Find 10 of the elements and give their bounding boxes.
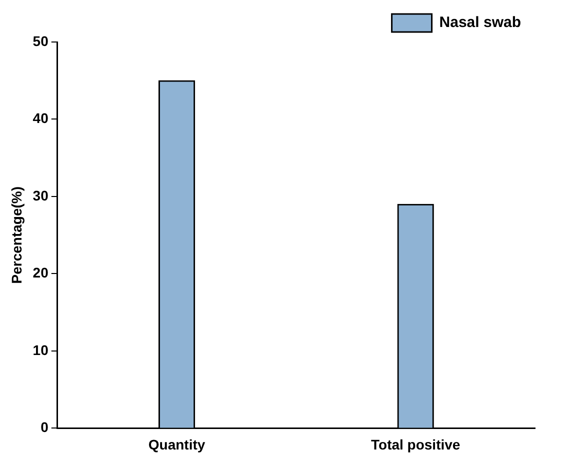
y-tick-label: 0 <box>40 419 49 436</box>
y-tick-label: 30 <box>32 187 49 204</box>
y-tick-label: 20 <box>32 264 49 281</box>
x-tick-label: Quantity <box>148 436 206 452</box>
y-tick-label: 40 <box>32 110 49 126</box>
y-tick-label: 10 <box>32 342 49 358</box>
y-axis-title: Percentage(%) <box>8 186 24 284</box>
y-tick-label: 50 <box>32 32 49 49</box>
x-tick-label: Total positive <box>370 436 460 452</box>
legend-label: Nasal swab <box>439 14 522 32</box>
